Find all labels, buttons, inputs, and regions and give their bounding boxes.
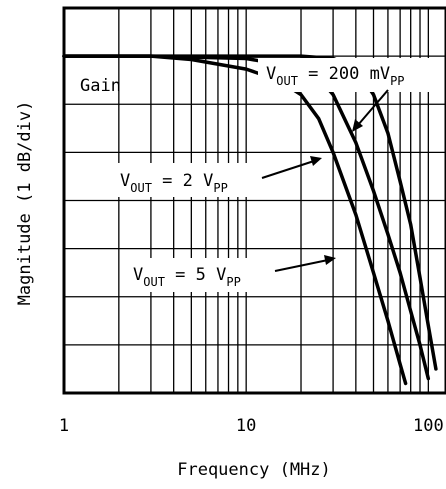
annotation-v5-text: VOUT = 5 VPP bbox=[133, 265, 241, 289]
x-tick-label: 10 bbox=[236, 416, 256, 436]
series-line-2 bbox=[62, 54, 408, 386]
x-tick-label: 100 bbox=[413, 416, 444, 436]
arrow-v2-head bbox=[310, 156, 322, 166]
series-line-1 bbox=[62, 54, 431, 381]
arrow-v2-line bbox=[261, 160, 315, 179]
annotation-v2-bg bbox=[112, 163, 262, 197]
arrow-v5-head bbox=[324, 255, 336, 265]
x-tick-label: 1 bbox=[59, 416, 69, 436]
y-axis-label: Magnitude (1 dB/div) bbox=[15, 101, 35, 306]
annotation-v200-bg bbox=[258, 58, 444, 92]
annotation-v5-bg bbox=[125, 258, 275, 292]
annotation-v5: VOUT = 5 VPP bbox=[125, 258, 275, 292]
arrow-v200-line bbox=[357, 89, 389, 126]
annotation-v2: VOUT = 2 VPP bbox=[112, 163, 262, 197]
gain-label: Gain bbox=[80, 76, 121, 96]
arrow-v5-line bbox=[274, 259, 329, 272]
x-tick-labels: 1 10 100 bbox=[59, 416, 444, 436]
arrow-v200-head bbox=[352, 119, 363, 132]
plot-frame bbox=[62, 6, 446, 395]
annotation-v200: VOUT = 200 mVPP bbox=[258, 58, 444, 92]
series-layer bbox=[62, 54, 438, 386]
series-line-0 bbox=[62, 54, 438, 371]
annotation-arrows bbox=[261, 89, 389, 272]
annotation-v2-text: VOUT = 2 VPP bbox=[120, 171, 228, 195]
x-axis-label: Frequency (MHz) bbox=[177, 460, 331, 480]
annotation-v200-text: VOUT = 200 mVPP bbox=[266, 64, 405, 88]
